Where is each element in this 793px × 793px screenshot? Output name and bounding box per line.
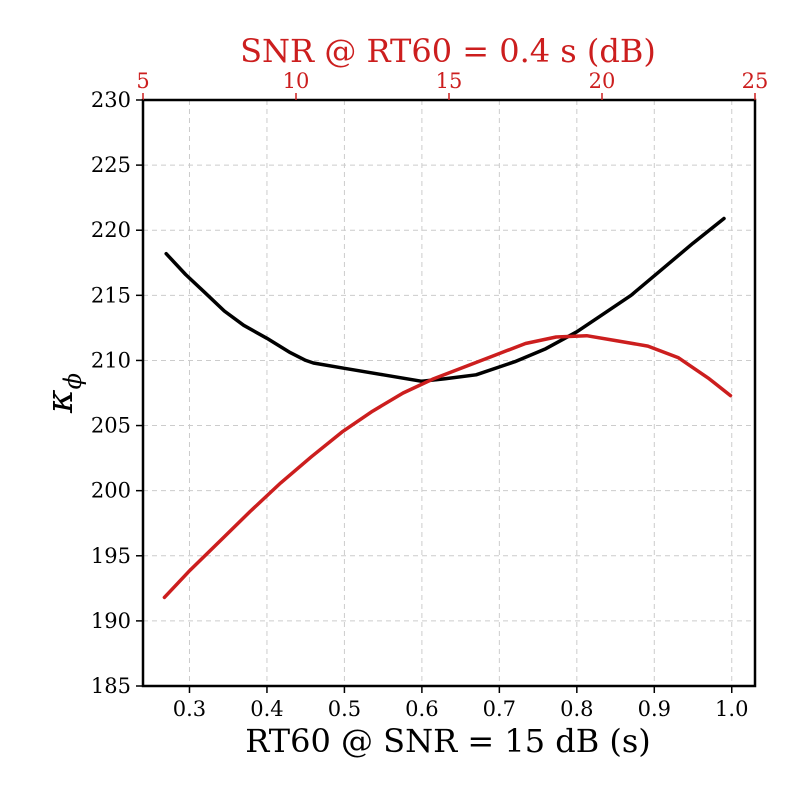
top-tick-label: 20	[589, 69, 616, 93]
top-tick-label: 15	[436, 69, 463, 93]
y-tick-label: 225	[91, 153, 131, 177]
series-line-snr	[162, 333, 733, 600]
y-tick-label: 190	[91, 609, 131, 633]
y-tick-label: 220	[91, 218, 131, 242]
y-tick-label: 200	[91, 479, 131, 503]
left-axis-ticks: 185 190 195 200 205 210 215 220 225 230	[91, 88, 143, 698]
y-tick-label: 205	[91, 414, 131, 438]
x-tick-label: 0.7	[483, 697, 516, 721]
y-tick-label: 210	[91, 348, 131, 372]
top-axis-ticks: 5 10 15 20 25	[136, 69, 768, 100]
y-tick-label: 195	[91, 544, 131, 568]
y-axis-label-subscript: ϕ	[59, 373, 87, 389]
bottom-axis-ticks: 0.3 0.4 0.5 0.6 0.7 0.8 0.9 1.0	[173, 686, 748, 721]
top-tick-label: 10	[283, 69, 310, 93]
x-tick-label: 0.4	[250, 697, 283, 721]
series-line-rt60	[164, 216, 726, 384]
y-tick-label: 185	[91, 674, 131, 698]
x-tick-label: 0.8	[560, 697, 593, 721]
y-tick-label: 215	[91, 283, 131, 307]
grid	[143, 99, 755, 687]
x-tick-label: 0.6	[405, 697, 438, 721]
y-axis-label-main: κ	[40, 389, 81, 414]
top-tick-label: 25	[742, 69, 769, 93]
y-axis-label: κϕ	[40, 373, 87, 414]
y-tick-label: 230	[91, 88, 131, 112]
x-tick-label: 1.0	[715, 697, 748, 721]
x-tick-label: 0.5	[328, 697, 361, 721]
x-tick-label: 0.9	[638, 697, 671, 721]
top-tick-label: 5	[136, 69, 149, 93]
x-axis-label: RT60 @ SNR = 15 dB (s)	[245, 722, 651, 760]
x-tick-label: 0.3	[173, 697, 206, 721]
series-group	[162, 216, 733, 600]
top-axis-label: SNR @ RT60 = 0.4 s (dB)	[240, 32, 656, 70]
